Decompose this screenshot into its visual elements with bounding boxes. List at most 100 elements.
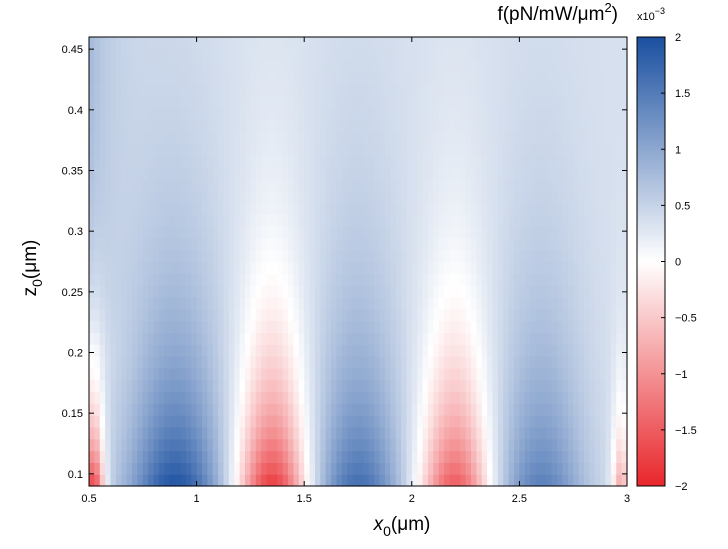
heatmap-cell	[282, 367, 289, 381]
heatmap-cell	[347, 273, 354, 286]
heatmap-cell	[148, 356, 155, 369]
heatmap-cell	[126, 107, 133, 121]
heatmap-cell	[282, 60, 289, 74]
heatmap-cell	[610, 379, 617, 393]
heatmap-cell	[325, 462, 332, 475]
heatmap-cell	[250, 119, 257, 133]
heatmap-cell	[153, 379, 160, 393]
heatmap-cell	[411, 438, 418, 452]
heatmap-cell	[476, 273, 483, 286]
heatmap-cell	[228, 379, 235, 393]
heatmap-cell	[401, 178, 408, 192]
heatmap-cell	[115, 155, 122, 168]
heatmap-cell	[610, 166, 617, 180]
heatmap-cell	[271, 143, 278, 156]
heatmap-cell	[487, 426, 494, 440]
heatmap-cell	[374, 320, 381, 333]
heatmap-cell	[277, 178, 284, 192]
heatmap-cell	[470, 320, 477, 333]
heatmap-cell	[433, 367, 440, 381]
heatmap-cell	[169, 178, 176, 192]
heatmap-cell	[540, 474, 547, 487]
heatmap-cell	[497, 155, 504, 168]
heatmap-cell	[250, 450, 257, 463]
heatmap-cell	[304, 143, 311, 156]
heatmap-cell	[347, 308, 354, 322]
heatmap-cell	[234, 84, 241, 97]
heatmap-cell	[503, 438, 510, 452]
heatmap-cell	[228, 261, 235, 274]
heatmap-cell	[395, 296, 402, 310]
heatmap-cell	[594, 462, 601, 475]
heatmap-cell	[164, 178, 171, 192]
heatmap-cell	[454, 332, 461, 345]
heatmap-cell	[524, 84, 531, 97]
colorbar-title-sup: 2	[604, 0, 611, 15]
heatmap-cell	[228, 296, 235, 310]
heatmap-cell	[223, 320, 230, 333]
heatmap-cell	[132, 84, 139, 97]
heatmap-cell	[110, 379, 117, 393]
heatmap-cell	[245, 166, 251, 180]
heatmap-cell	[363, 226, 370, 239]
heatmap-cell	[368, 166, 375, 180]
heatmap-cell	[460, 285, 467, 298]
heatmap-cell	[562, 356, 569, 369]
heatmap-cell	[368, 462, 375, 475]
heatmap-cell	[121, 285, 128, 298]
heatmap-cell	[218, 178, 225, 192]
heatmap-cell	[282, 379, 289, 393]
heatmap-cell	[600, 474, 607, 487]
heatmap-cell	[379, 155, 386, 168]
heatmap-cell	[358, 332, 364, 345]
heatmap-cell	[605, 166, 612, 180]
heatmap-cell	[180, 261, 187, 274]
heatmap-cell	[207, 249, 214, 263]
heatmap-cell	[293, 462, 300, 475]
heatmap-cell	[228, 119, 235, 133]
heatmap-cell	[438, 261, 445, 274]
heatmap-cell	[470, 37, 477, 50]
heatmap-cell	[395, 273, 402, 286]
heatmap-cell	[314, 60, 321, 74]
heatmap-cell	[277, 403, 284, 416]
heatmap-cell	[261, 131, 268, 144]
heatmap-cell	[212, 285, 219, 298]
heatmap-cell	[417, 249, 424, 263]
heatmap-cell	[331, 426, 338, 440]
heatmap-cell	[476, 332, 483, 345]
x-axis-label-sub: 0	[383, 523, 391, 539]
heatmap-cell	[352, 403, 359, 416]
heatmap-cell	[293, 72, 300, 85]
x-tick-label: 1.5	[297, 493, 312, 505]
heatmap-cell	[196, 214, 203, 227]
heatmap-cell	[304, 379, 311, 393]
heatmap-cell	[94, 48, 101, 62]
heatmap-cell	[514, 332, 520, 345]
heatmap-cell	[610, 131, 617, 144]
heatmap-cell	[212, 166, 219, 180]
heatmap-cell	[444, 131, 451, 144]
heatmap-cell	[610, 226, 617, 239]
heatmap-cell	[110, 391, 117, 404]
heatmap-cell	[277, 450, 284, 463]
heatmap-cell	[444, 214, 451, 227]
heatmap-cell	[352, 202, 359, 215]
heatmap-cell	[314, 261, 321, 274]
heatmap-cell	[508, 308, 515, 322]
heatmap-cell	[401, 84, 408, 97]
heatmap-cell	[503, 474, 510, 487]
heatmap-cell	[621, 131, 628, 144]
heatmap-cell	[288, 96, 295, 109]
heatmap-cell	[282, 332, 289, 345]
heatmap-cell	[331, 155, 338, 168]
heatmap-cell	[476, 214, 483, 227]
heatmap-cell	[105, 37, 112, 50]
heatmap-cell	[255, 344, 262, 357]
heatmap-cell	[449, 285, 456, 298]
heatmap-cell	[266, 426, 273, 440]
heatmap-cell	[158, 202, 165, 215]
heatmap-cell	[557, 438, 564, 452]
heatmap-cell	[358, 178, 364, 192]
heatmap-cell	[605, 403, 612, 416]
